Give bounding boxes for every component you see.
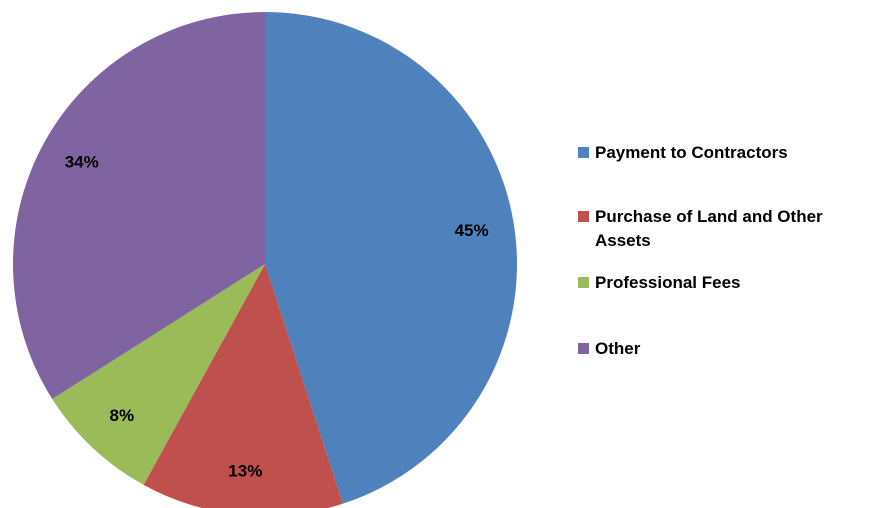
legend-item: Payment to Contractors	[578, 141, 863, 165]
pie-slice	[52, 264, 265, 485]
legend-item: Other	[578, 337, 863, 361]
data-label: 34%	[65, 153, 99, 172]
legend-item: Professional Fees	[578, 271, 863, 295]
legend-swatch	[578, 147, 589, 158]
pie-slice	[143, 264, 343, 508]
pie-slice	[265, 12, 517, 504]
legend-label: Other	[595, 339, 641, 358]
pie-slice	[13, 12, 266, 400]
legend-swatch	[578, 343, 589, 354]
legend-swatch	[578, 211, 589, 222]
data-label: 13%	[228, 462, 262, 481]
legend-label: Payment to Contractors	[595, 143, 788, 162]
data-label: 45%	[455, 221, 489, 240]
legend-swatch	[578, 277, 589, 288]
data-label: 8%	[110, 406, 135, 425]
legend-label: Professional Fees	[595, 273, 741, 292]
legend-item: Purchase of Land and Other Assets	[578, 205, 863, 253]
legend-label: Purchase of Land and Other Assets	[595, 207, 823, 250]
